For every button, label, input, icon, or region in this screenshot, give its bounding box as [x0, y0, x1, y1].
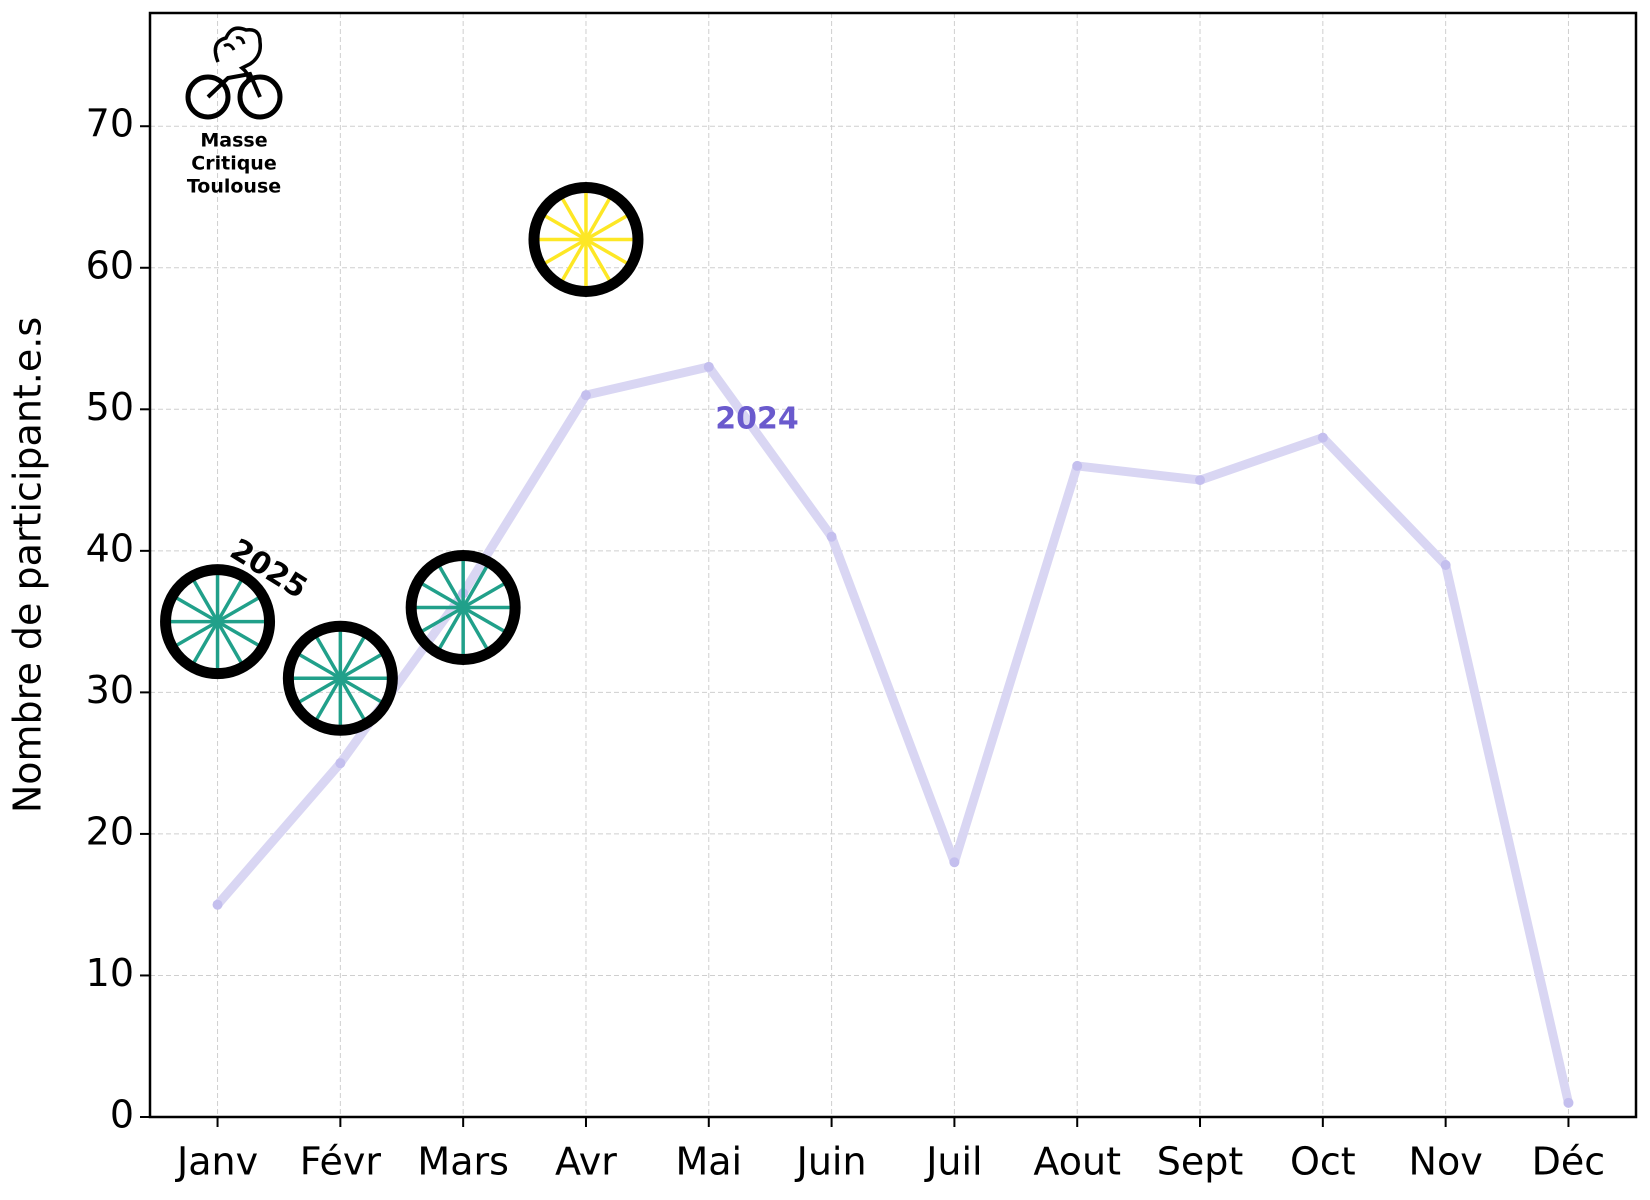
- wheel-marker: [528, 181, 644, 297]
- spoke: [312, 677, 342, 725]
- y-axis-label: Nombre de participant.e.s: [6, 317, 50, 813]
- logo-text: Critique: [191, 153, 276, 175]
- spoke: [435, 606, 465, 654]
- spoke: [338, 632, 368, 680]
- logo-text: Toulouse: [187, 176, 281, 198]
- spoke: [417, 605, 465, 635]
- annotation: 2024: [715, 402, 799, 437]
- spoke: [558, 193, 588, 241]
- point: [949, 857, 960, 868]
- spoke: [540, 211, 587, 241]
- spoke: [558, 238, 588, 286]
- y-tick-label: 30: [86, 668, 134, 712]
- spoke: [462, 579, 510, 609]
- point: [1563, 1097, 1574, 1108]
- y-tick-label: 0: [110, 1093, 134, 1137]
- spoke: [339, 676, 387, 706]
- spoke: [190, 620, 220, 668]
- spoke: [216, 620, 246, 668]
- spoke: [339, 650, 387, 680]
- annotation: 2025: [224, 532, 313, 606]
- point: [1440, 560, 1451, 570]
- spoke: [540, 237, 587, 267]
- grid: [150, 13, 1636, 1118]
- point: [1072, 460, 1083, 471]
- x-tick-label: Sept: [1157, 1140, 1244, 1184]
- line-series: [214, 362, 1573, 1104]
- x-tick-label: Déc: [1532, 1140, 1606, 1184]
- spoke: [584, 193, 614, 241]
- x-tick-label: Juil: [924, 1140, 982, 1184]
- spoke: [312, 632, 342, 680]
- x-tick-label: Juin: [795, 1140, 867, 1184]
- x-tick-label: Oct: [1290, 1140, 1356, 1184]
- axes-frame: [148, 11, 1638, 1119]
- x-tick-label: Févr: [300, 1140, 382, 1184]
- point: [212, 899, 223, 910]
- spoke: [417, 579, 465, 609]
- x-tick-label: Mars: [417, 1140, 509, 1184]
- wheel-marker: [282, 620, 398, 736]
- spoke: [216, 620, 264, 650]
- logo-text: Masse: [200, 130, 267, 152]
- tire: [405, 549, 521, 665]
- spoke: [216, 575, 246, 623]
- spoke: [216, 594, 264, 624]
- point: [826, 531, 837, 542]
- point: [1195, 475, 1206, 486]
- plot: [160, 181, 1574, 1108]
- spoke: [171, 620, 219, 650]
- spoke: [294, 650, 342, 680]
- spoke: [294, 676, 342, 706]
- x-tick-label: Mai: [675, 1140, 742, 1184]
- point: [1317, 432, 1328, 443]
- point: [335, 758, 346, 769]
- wheel-marker: [160, 564, 276, 680]
- spoke: [435, 561, 465, 609]
- y-tick-label: 20: [86, 809, 134, 853]
- y-tick-label: 60: [86, 243, 134, 287]
- y-tick-label: 10: [86, 951, 134, 995]
- spoke: [190, 575, 220, 623]
- spoke: [461, 561, 491, 609]
- x-tick-label: Janv: [175, 1140, 258, 1184]
- tire: [160, 564, 276, 680]
- y-tick-label: 50: [86, 385, 134, 429]
- spoke: [461, 606, 491, 654]
- spoke: [584, 238, 614, 286]
- y-tick-label: 40: [86, 526, 134, 570]
- y-tick-label: 70: [86, 102, 134, 146]
- spoke: [171, 594, 219, 624]
- spoke: [462, 605, 510, 635]
- spoke: [338, 677, 368, 725]
- point: [703, 361, 714, 372]
- tire: [282, 620, 398, 736]
- logo: Masse Critique Toulouse: [185, 26, 283, 198]
- spoke: [585, 237, 632, 267]
- point: [580, 390, 591, 401]
- tire: [528, 181, 644, 297]
- wheel-marker: [405, 549, 521, 665]
- x-tick-label: Aout: [1033, 1140, 1121, 1184]
- spoke: [585, 211, 632, 241]
- x-tick-label: Avr: [555, 1140, 617, 1184]
- x-tick-label: Nov: [1409, 1140, 1483, 1184]
